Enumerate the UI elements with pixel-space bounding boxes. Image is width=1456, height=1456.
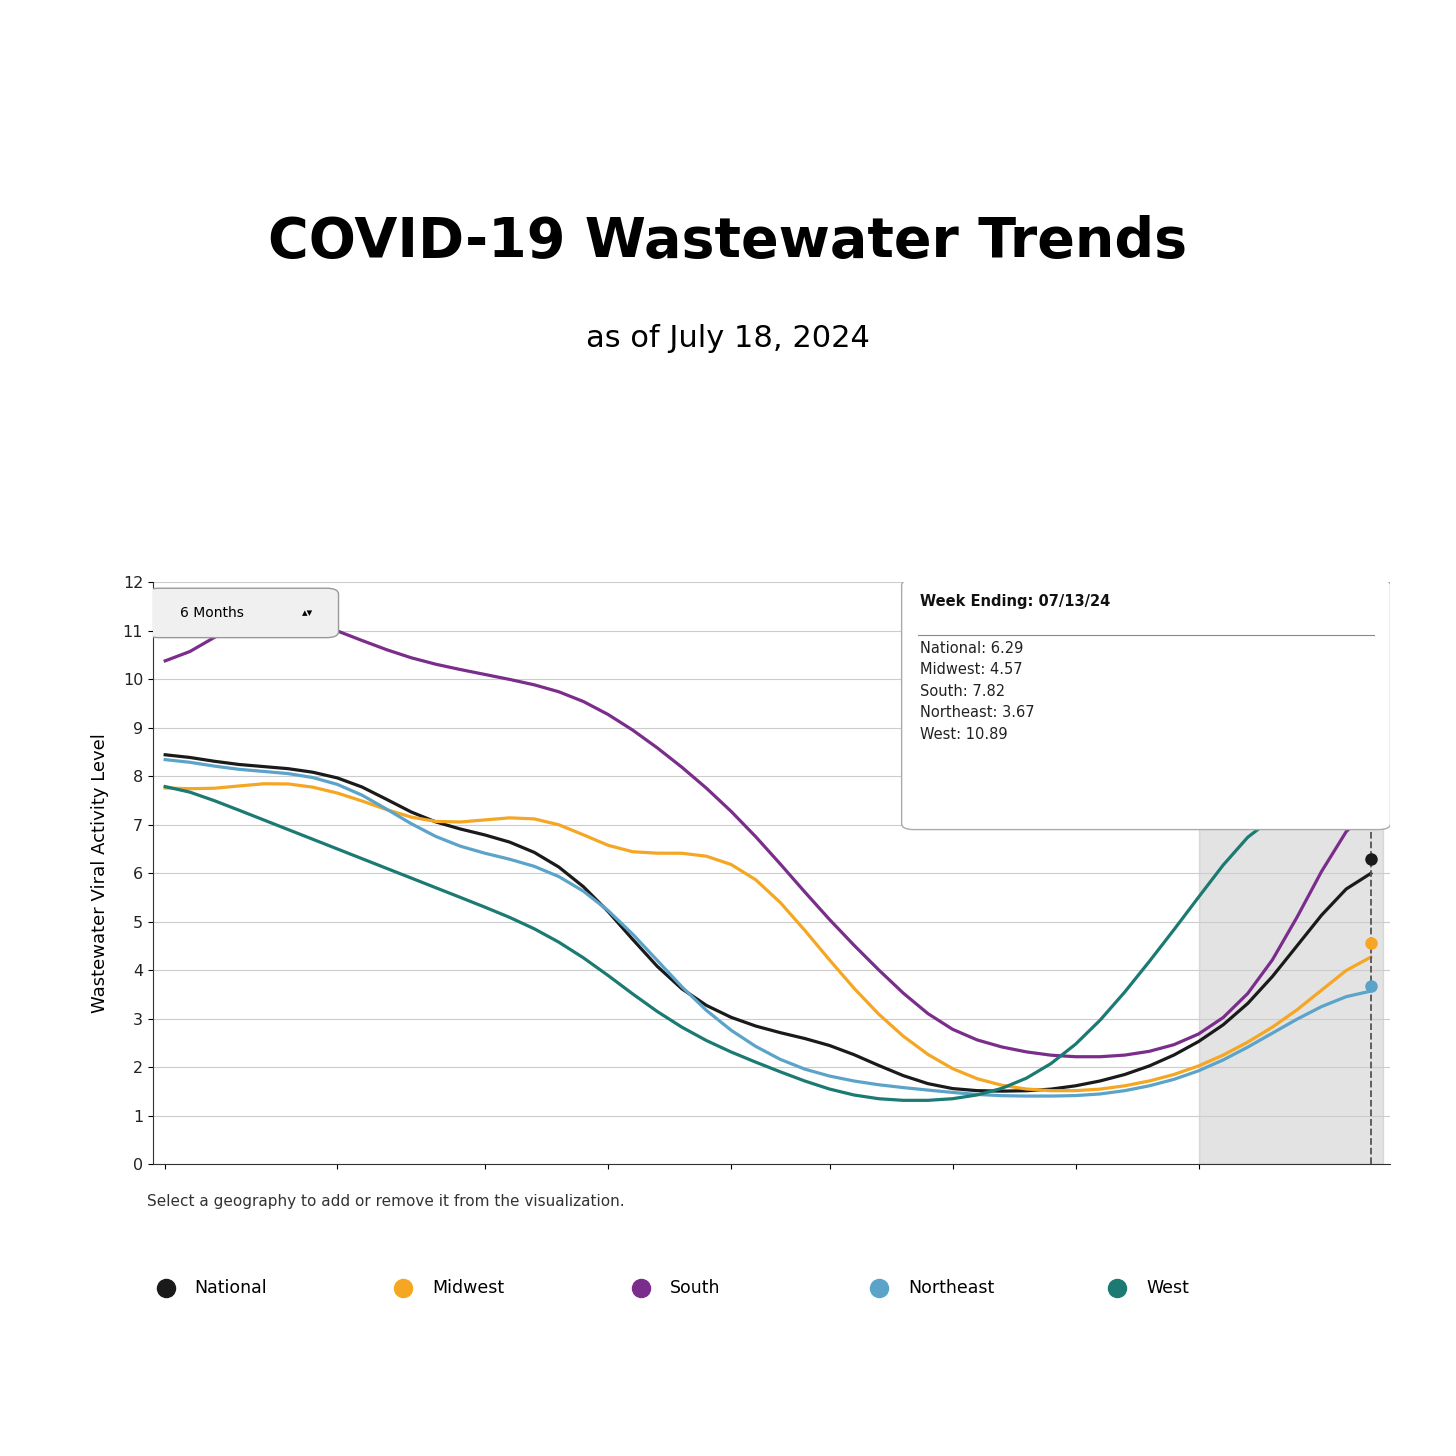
Text: People's CDC: People's CDC bbox=[51, 1383, 380, 1427]
Text: as of July 18, 2024: as of July 18, 2024 bbox=[587, 325, 869, 352]
Text: 6 Months: 6 Months bbox=[181, 606, 245, 620]
Text: West: West bbox=[1146, 1280, 1190, 1297]
Text: Source: CDC: Source: CDC bbox=[1214, 1390, 1405, 1420]
Text: National: National bbox=[194, 1280, 266, 1297]
FancyBboxPatch shape bbox=[901, 579, 1390, 830]
Bar bbox=[1198, 582, 1383, 1163]
FancyBboxPatch shape bbox=[96, 1171, 1374, 1347]
FancyBboxPatch shape bbox=[147, 588, 338, 638]
Y-axis label: Wastewater Viral Activity Level: Wastewater Viral Activity Level bbox=[90, 734, 109, 1013]
Text: National: 6.29
Midwest: 4.57
South: 7.82
Northeast: 3.67
West: 10.89: National: 6.29 Midwest: 4.57 South: 7.82… bbox=[920, 641, 1035, 743]
Text: Viral Activity Increasing Nationally
and Highest in the West: Viral Activity Increasing Nationally and… bbox=[291, 42, 1165, 146]
Text: Week Ending: 07/13/24: Week Ending: 07/13/24 bbox=[920, 594, 1111, 609]
Text: Northeast: Northeast bbox=[909, 1280, 994, 1297]
Text: South: South bbox=[670, 1280, 721, 1297]
Text: Select a geography to add or remove it from the visualization.: Select a geography to add or remove it f… bbox=[147, 1194, 625, 1208]
X-axis label: Week Ending: Week Ending bbox=[700, 1208, 843, 1227]
Text: Midwest: Midwest bbox=[432, 1280, 504, 1297]
Text: ▴▾: ▴▾ bbox=[301, 607, 313, 617]
Text: COVID-19 Wastewater Trends: COVID-19 Wastewater Trends bbox=[268, 215, 1188, 269]
